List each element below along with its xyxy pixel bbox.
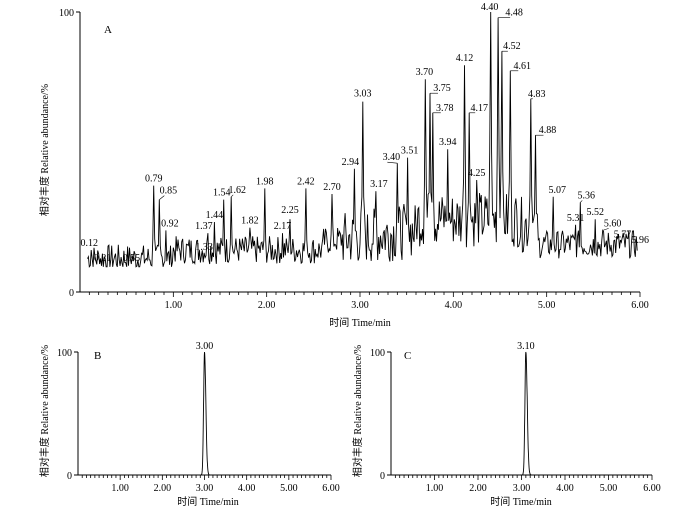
x-tick-label: 4.00	[238, 483, 256, 494]
panel-c-letter: C	[404, 350, 411, 362]
peak-label: 0.21	[94, 253, 112, 264]
x-tick-label: 6.00	[631, 300, 649, 311]
panel-c-ylabel: 相对丰度 Relative abundance/%	[351, 345, 364, 477]
peak-label: 4.12	[456, 53, 474, 64]
peak-label: 3.78	[436, 103, 454, 114]
peak-label: 1.44	[206, 210, 224, 221]
peak-label: 3.00	[196, 341, 214, 352]
peak-label: 2.94	[342, 157, 360, 168]
peak-label: 4.40	[481, 2, 499, 13]
peak-label: 0.12	[80, 238, 98, 249]
peak-label: 3.17	[370, 179, 388, 190]
panel-a-letter: A	[104, 24, 112, 36]
x-tick-label: 1.00	[165, 300, 183, 311]
peak-label: 1.62	[228, 185, 246, 196]
peak-label: 5.07	[548, 185, 566, 196]
peak-label: 1.82	[241, 216, 259, 227]
peak-label: 3.10	[517, 341, 535, 352]
peak-label: 3.70	[416, 67, 434, 78]
chromatogram-trace	[395, 351, 652, 476]
peak-leader-line	[602, 228, 609, 231]
peak-label: 4.83	[528, 89, 546, 100]
peak-label: 3.51	[401, 146, 419, 157]
peak-label: 5.36	[578, 190, 596, 201]
panel-b-letter: B	[94, 350, 101, 362]
x-tick-label: 5.00	[280, 483, 298, 494]
peak-label: 3.03	[354, 89, 372, 100]
x-tick-label: 4.00	[445, 300, 463, 311]
panel-b-xlabel: 时间 Time/min	[177, 495, 239, 507]
peak-label: 3.40	[383, 152, 401, 163]
x-tick-label: 3.00	[196, 483, 214, 494]
peak-leader-line	[580, 200, 583, 203]
x-tick-label: 6.00	[322, 483, 340, 494]
peak-label: 5.52	[586, 207, 604, 218]
peak-label: 5.96	[632, 235, 650, 246]
peak-leader-line	[387, 161, 398, 164]
peak-label: 1.37	[195, 221, 213, 232]
x-tick-label: 1.00	[111, 483, 129, 494]
x-tick-label: 3.00	[351, 300, 369, 311]
y-tick-label: 100	[370, 348, 385, 359]
panel-a-xlabel: 时间 Time/min	[329, 316, 391, 329]
panel-b-chart: B 相对丰度 Relative abundance/% 时间 Time/min …	[38, 341, 340, 507]
peak-label: 2.42	[297, 176, 315, 187]
peak-leader-line	[159, 195, 165, 200]
peak-label: 0.79	[145, 174, 163, 185]
y-tick-label: 0	[380, 471, 385, 482]
peak-label: 3.75	[433, 83, 451, 94]
peak-label: 2.17	[274, 221, 292, 232]
chromatogram-trace	[87, 11, 638, 268]
y-tick-label: 0	[69, 288, 74, 299]
peak-label: 4.61	[514, 61, 532, 72]
x-tick-label: 2.00	[258, 300, 276, 311]
peak-label: 5.77	[614, 230, 632, 241]
panel-c-xlabel: 时间 Time/min	[490, 495, 552, 507]
peak-label: 4.52	[503, 41, 521, 52]
chromatogram-trace	[82, 351, 331, 476]
x-tick-label: 2.00	[469, 483, 487, 494]
panel-c-chart: C 相对丰度 Relative abundance/% 时间 Time/min …	[351, 341, 661, 507]
peak-label: 1.98	[256, 176, 274, 187]
x-tick-label: 3.00	[513, 483, 531, 494]
peak-label: 1.33	[195, 242, 213, 253]
peak-label: 0.85	[160, 186, 178, 197]
peak-label: 4.48	[505, 8, 523, 19]
peak-label: 0.55	[123, 253, 141, 264]
x-tick-label: 2.00	[154, 483, 172, 494]
peak-label: 2.25	[281, 205, 299, 216]
panel-a-ylabel: 相对丰度 Relative abundance/%	[38, 84, 51, 216]
peak-label: 0.92	[161, 218, 179, 229]
x-tick-label: 5.00	[600, 483, 618, 494]
peak-label: 4.17	[470, 103, 488, 114]
x-tick-label: 4.00	[556, 483, 574, 494]
y-tick-label: 0	[67, 471, 72, 482]
peak-label: 3.94	[439, 137, 457, 148]
panel-a-chart: A 相对丰度 Relative abundance/% 时间 Time/min …	[38, 2, 649, 329]
x-tick-label: 6.00	[643, 483, 661, 494]
y-tick-label: 100	[57, 348, 72, 359]
peak-label: 2.70	[323, 182, 341, 193]
panel-b-ylabel: 相对丰度 Relative abundance/%	[38, 345, 51, 477]
peak-label: 4.88	[539, 125, 557, 136]
peak-label: 5.31	[567, 213, 585, 224]
peak-label: 1.54	[213, 188, 231, 199]
peak-leader-line	[230, 194, 234, 198]
x-tick-label: 5.00	[538, 300, 556, 311]
y-tick-label: 100	[59, 8, 74, 19]
peak-label: 5.60	[604, 218, 622, 229]
peak-label: 4.25	[468, 168, 486, 179]
x-tick-label: 1.00	[426, 483, 444, 494]
